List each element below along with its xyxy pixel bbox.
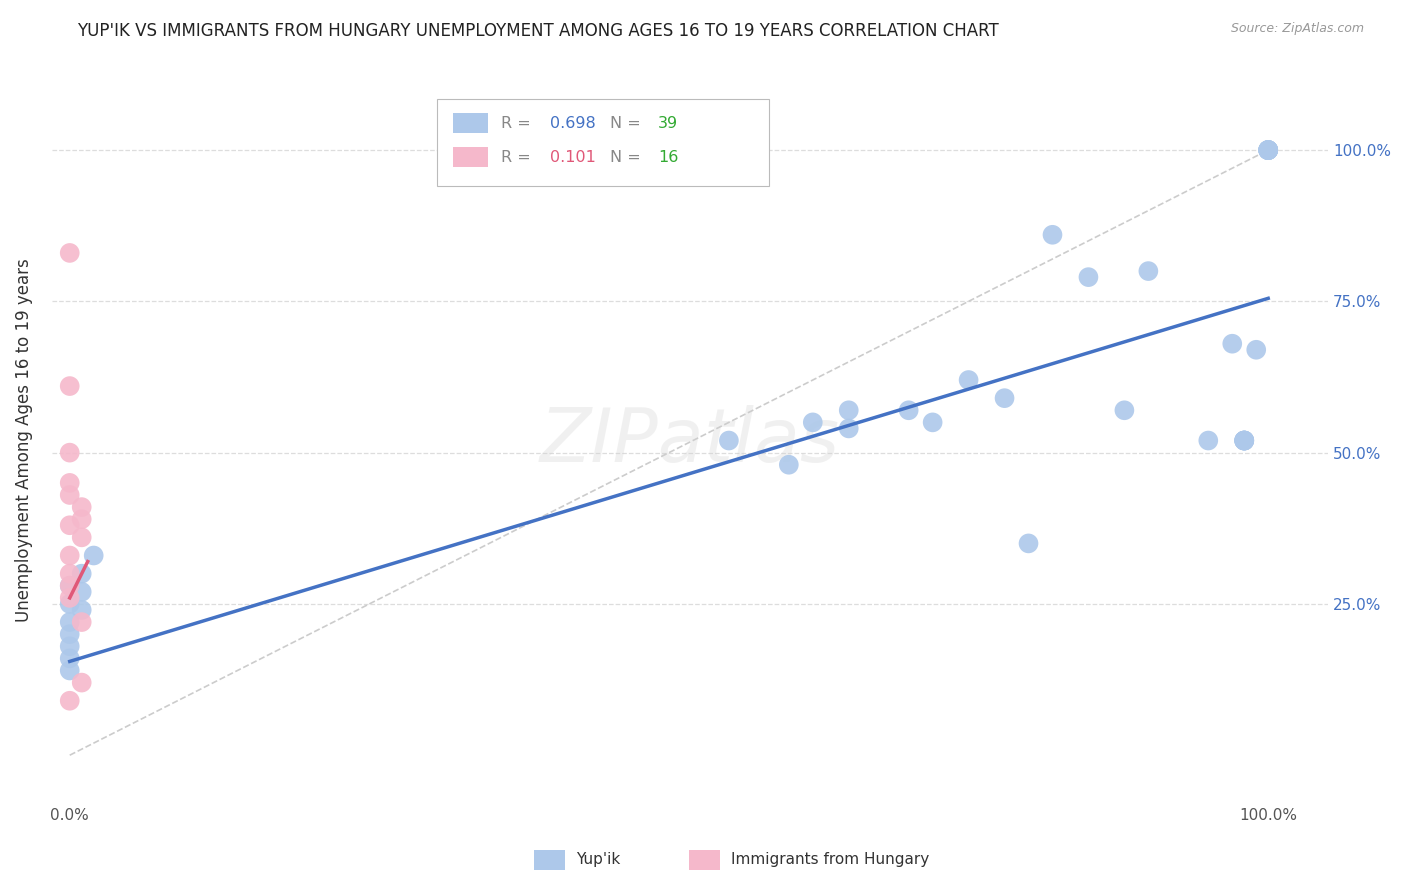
Text: 0.698: 0.698 — [550, 116, 595, 131]
Point — [717, 434, 740, 448]
Point — [59, 579, 82, 593]
Point — [59, 475, 82, 490]
Point — [1257, 143, 1279, 157]
Point — [59, 579, 82, 593]
Point — [838, 421, 860, 435]
FancyBboxPatch shape — [437, 99, 769, 186]
Point — [59, 615, 82, 629]
Point — [70, 603, 93, 617]
Point — [59, 694, 82, 708]
Point — [1233, 434, 1256, 448]
Text: Source: ZipAtlas.com: Source: ZipAtlas.com — [1230, 22, 1364, 36]
Point — [1077, 270, 1099, 285]
Point — [59, 379, 82, 393]
Point — [1042, 227, 1064, 242]
Point — [59, 518, 82, 533]
Point — [59, 664, 82, 678]
Point — [1114, 403, 1136, 417]
Point — [70, 584, 93, 599]
Point — [1197, 434, 1219, 448]
Point — [1233, 434, 1256, 448]
Point — [59, 488, 82, 502]
Point — [801, 416, 824, 430]
Text: 39: 39 — [658, 116, 678, 131]
Point — [70, 566, 93, 581]
Text: N =: N = — [610, 150, 645, 165]
Text: ZIPatlas: ZIPatlas — [540, 405, 839, 476]
Point — [1220, 336, 1243, 351]
Point — [1257, 143, 1279, 157]
Point — [59, 640, 82, 654]
Point — [1244, 343, 1267, 357]
Point — [59, 445, 82, 459]
Point — [59, 549, 82, 563]
Point — [70, 615, 93, 629]
Point — [838, 403, 860, 417]
Text: 16: 16 — [658, 150, 679, 165]
Point — [70, 500, 93, 514]
Point — [1257, 143, 1279, 157]
Text: R =: R = — [501, 116, 536, 131]
Point — [897, 403, 920, 417]
Text: Immigrants from Hungary: Immigrants from Hungary — [731, 853, 929, 867]
Point — [957, 373, 980, 387]
Point — [1018, 536, 1040, 550]
Point — [1257, 143, 1279, 157]
Point — [993, 391, 1015, 405]
Point — [83, 549, 105, 563]
Text: YUP'IK VS IMMIGRANTS FROM HUNGARY UNEMPLOYMENT AMONG AGES 16 TO 19 YEARS CORRELA: YUP'IK VS IMMIGRANTS FROM HUNGARY UNEMPL… — [77, 22, 1000, 40]
Point — [1257, 143, 1279, 157]
Point — [70, 512, 93, 526]
Point — [1137, 264, 1160, 278]
Text: 0.101: 0.101 — [550, 150, 595, 165]
Point — [59, 597, 82, 611]
Point — [1257, 143, 1279, 157]
Point — [778, 458, 800, 472]
Point — [59, 246, 82, 260]
Point — [70, 675, 93, 690]
Bar — [453, 113, 488, 134]
Bar — [453, 147, 488, 168]
Point — [59, 566, 82, 581]
Point — [1233, 434, 1256, 448]
Point — [70, 530, 93, 544]
Point — [921, 416, 943, 430]
Text: Yup'ik: Yup'ik — [576, 853, 620, 867]
Point — [59, 591, 82, 605]
Y-axis label: Unemployment Among Ages 16 to 19 years: Unemployment Among Ages 16 to 19 years — [15, 259, 32, 623]
Text: R =: R = — [501, 150, 536, 165]
Point — [59, 627, 82, 641]
Point — [59, 651, 82, 665]
Text: N =: N = — [610, 116, 645, 131]
Point — [1233, 434, 1256, 448]
Point — [1233, 434, 1256, 448]
